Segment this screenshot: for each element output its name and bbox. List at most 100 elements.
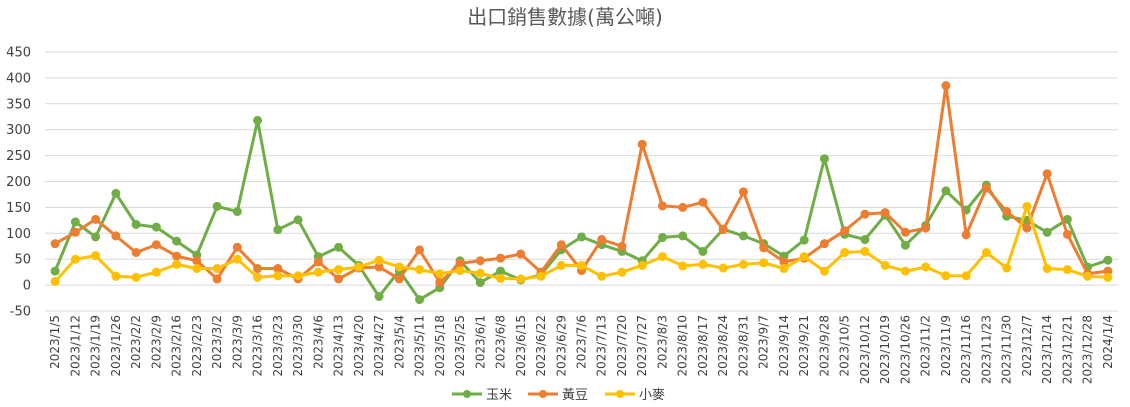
x-tick-label: 2023/12/14 — [1040, 315, 1054, 384]
data-point — [151, 267, 161, 277]
x-tick-label: 2023/10/5 — [838, 315, 852, 377]
series-1 — [50, 81, 1113, 288]
data-point — [556, 260, 566, 270]
data-point — [860, 235, 870, 245]
x-tick-label: 2023/11/9 — [939, 315, 953, 377]
x-tick-label: 2023/3/16 — [251, 315, 265, 377]
data-point — [617, 241, 627, 251]
data-point — [374, 255, 384, 265]
data-point — [698, 246, 708, 256]
x-tick-label: 2024/1/4 — [1101, 315, 1115, 369]
data-point — [394, 274, 404, 284]
data-point — [172, 251, 182, 261]
data-point — [617, 267, 627, 277]
data-point — [212, 274, 222, 284]
data-point — [1022, 223, 1032, 233]
x-tick-label: 2023/1/26 — [109, 315, 123, 377]
data-point — [860, 246, 870, 256]
x-tick-label: 2023/11/2 — [919, 315, 933, 377]
x-tick-label: 2023/4/6 — [311, 315, 325, 369]
data-point — [738, 231, 748, 241]
y-tick-label: 0 — [23, 279, 31, 294]
data-point — [819, 239, 829, 249]
x-tick-label: 2023/8/17 — [696, 315, 710, 377]
data-point — [556, 240, 566, 250]
data-point — [819, 266, 829, 276]
data-point — [516, 249, 526, 259]
data-point — [880, 208, 890, 218]
x-tick-label: 2023/4/27 — [372, 315, 386, 377]
data-point — [232, 207, 242, 217]
data-point — [860, 209, 870, 219]
x-axis-tick-labels: 2023/1/5 2023/1/12 2023/1/19 2023/1/26 2023/… — [48, 315, 1115, 384]
data-point — [496, 253, 506, 263]
data-point — [1042, 169, 1052, 179]
data-point — [961, 230, 971, 240]
data-point — [738, 259, 748, 269]
data-point — [718, 263, 728, 273]
data-point — [1042, 227, 1052, 237]
legend-item: 玉米 — [452, 388, 512, 403]
x-tick-label: 2023/9/28 — [817, 315, 831, 377]
data-point — [232, 242, 242, 252]
data-point — [637, 139, 647, 149]
data-point — [313, 267, 323, 277]
data-point — [718, 225, 728, 235]
y-tick-label: 150 — [6, 201, 31, 216]
data-point — [759, 243, 769, 253]
data-point — [475, 256, 485, 266]
x-tick-label: 2023/12/7 — [1020, 315, 1034, 377]
x-tick-label: 2023/10/26 — [898, 315, 912, 384]
legend-marker — [539, 390, 547, 398]
data-point — [70, 254, 80, 264]
series-2 — [50, 201, 1113, 286]
data-point — [293, 215, 303, 225]
data-point — [435, 278, 445, 288]
data-point — [657, 201, 667, 211]
x-tick-label: 2023/3/9 — [230, 315, 244, 369]
data-point — [1062, 229, 1072, 239]
x-tick-label: 2023/3/2 — [210, 315, 224, 369]
x-tick-label: 2023/4/20 — [352, 315, 366, 377]
data-point — [698, 259, 708, 269]
data-point — [1022, 201, 1032, 211]
data-point — [637, 260, 647, 270]
data-point — [516, 274, 526, 284]
x-tick-label: 2023/8/10 — [676, 315, 690, 377]
data-point — [192, 256, 202, 266]
data-point — [819, 154, 829, 164]
x-tick-label: 2023/10/19 — [878, 315, 892, 384]
data-point — [475, 268, 485, 278]
data-point — [981, 183, 991, 193]
data-point — [151, 240, 161, 250]
y-tick-label: 300 — [6, 123, 31, 138]
data-point — [900, 227, 910, 237]
data-point — [961, 271, 971, 281]
series-group — [50, 81, 1113, 305]
x-tick-label: 2023/7/20 — [615, 315, 629, 377]
data-point — [1103, 272, 1113, 282]
data-point — [577, 260, 586, 270]
data-point — [435, 269, 445, 279]
data-point — [253, 272, 263, 282]
legend-label: 黃豆 — [562, 388, 588, 403]
x-tick-label: 2023/11/23 — [979, 315, 993, 384]
data-point — [50, 276, 60, 286]
data-point — [354, 262, 364, 272]
x-tick-label: 2023/12/28 — [1081, 315, 1095, 384]
x-tick-label: 2023/12/21 — [1060, 315, 1074, 384]
x-tick-label: 2023/2/23 — [190, 315, 204, 377]
y-tick-label: 250 — [6, 149, 31, 164]
x-tick-label: 2023/2/2 — [129, 315, 143, 369]
x-tick-label: 2023/9/7 — [757, 315, 771, 369]
data-point — [597, 271, 607, 281]
x-tick-label: 2023/5/18 — [433, 315, 447, 377]
data-point — [1062, 265, 1072, 275]
data-point — [172, 236, 182, 246]
legend-marker — [463, 390, 471, 398]
data-point — [738, 187, 748, 197]
data-point — [698, 197, 708, 207]
x-tick-label: 2023/6/22 — [534, 315, 548, 377]
data-point — [577, 232, 586, 242]
data-point — [475, 278, 485, 288]
